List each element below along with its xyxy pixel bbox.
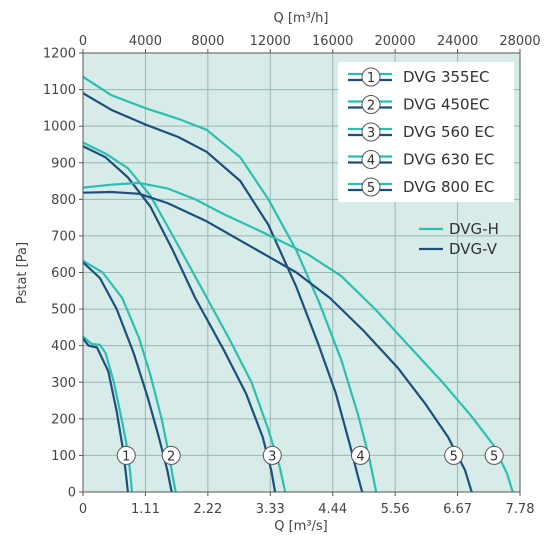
series-line	[82, 261, 173, 493]
axes	[79, 49, 521, 496]
legend-number-circle	[361, 177, 381, 197]
series-line	[82, 181, 514, 493]
series-line	[82, 92, 364, 493]
curve-marker-circle	[350, 445, 370, 465]
series-line	[82, 141, 287, 493]
legend-type-label: DVG-H	[449, 220, 499, 238]
curve-marker-label: 5	[450, 449, 458, 464]
series-line	[82, 337, 129, 493]
curve-marker-label: 2	[167, 449, 175, 464]
x2-tick-label: 24000	[437, 34, 478, 49]
curve-marker-circle	[444, 445, 464, 465]
y-tick-label: 1100	[43, 83, 76, 98]
legend-number: 4	[367, 154, 375, 169]
curve-marker-label: 5	[490, 449, 498, 464]
tick-labels: 0 1.11 2.22 3.33 4.44 5.56 6.67 7.780 4000 8000 12…	[43, 34, 541, 517]
curve-marker-label: 1	[122, 449, 130, 464]
y-tick-label: 1000	[43, 120, 76, 135]
series-line	[82, 259, 177, 493]
x-tick-label: 0	[79, 502, 87, 517]
x2-tick-label: 16000	[312, 34, 353, 49]
curve-marker-circle	[161, 445, 181, 465]
curve-marker-circle	[262, 445, 282, 465]
x2-axis-label: Q [m³/h]	[273, 11, 328, 26]
y-tick-label: 0	[68, 486, 76, 501]
curves	[82, 75, 514, 493]
curve-markers: 1 2 3 4 5 5	[116, 445, 504, 465]
legend-type-label: DVG-V	[449, 240, 498, 258]
series-line	[82, 335, 133, 493]
y-tick-label: 500	[51, 303, 76, 318]
legend-label: DVG 800 EC	[403, 178, 494, 196]
x-tick-label: 7.78	[506, 502, 535, 517]
x-tick-label: 4.44	[318, 502, 347, 517]
x2-tick-label: 0	[79, 34, 87, 49]
y-tick-label: 800	[51, 193, 76, 208]
series-line	[82, 190, 473, 493]
x-tick-label: 2.22	[193, 502, 222, 517]
y-tick-label: 400	[51, 339, 76, 354]
legend-number-circle	[361, 122, 381, 142]
legend-label: DVG 355EC	[403, 68, 490, 86]
legend-label: DVG 450EC	[403, 96, 490, 114]
x-tick-label: 3.33	[256, 502, 285, 517]
y-tick-label: 1200	[43, 47, 76, 62]
legend-number-circle	[361, 150, 381, 169]
curve-marker-label: 4	[356, 449, 364, 464]
legend: 1 DVG 355EC 2 DVG 450EC 3 DVG 560 EC 4 DVG 630 …	[338, 62, 514, 258]
y-axis-label: Pstat [Pa]	[15, 242, 30, 304]
curve-marker-circle	[116, 445, 136, 465]
y-tick-label: 700	[51, 229, 76, 244]
x-tick-label: 5.56	[381, 502, 410, 517]
y-tick-label: 100	[51, 449, 76, 464]
legend-number-circle	[361, 67, 381, 87]
curve-marker-label: 3	[268, 449, 276, 464]
y-tick-label: 900	[51, 156, 76, 171]
legend-number: 1	[367, 71, 375, 86]
x-axis-label: Q [m³/s]	[274, 519, 328, 534]
x-tick-label: 6.67	[443, 502, 472, 517]
legend-number: 5	[367, 181, 375, 196]
y-tick-label: 600	[51, 266, 76, 281]
y-tick-label: 200	[51, 412, 76, 427]
x2-tick-label: 12000	[250, 34, 291, 49]
legend-label: DVG 630 EC	[403, 151, 494, 169]
series-line	[82, 75, 378, 493]
x2-tick-label: 28000	[499, 34, 540, 49]
x2-tick-label: 4000	[129, 34, 162, 49]
curve-marker-circle	[484, 445, 504, 465]
legend-number: 2	[367, 99, 375, 114]
y-tick-label: 300	[51, 376, 76, 391]
series-line	[82, 145, 277, 493]
legend-label: DVG 560 EC	[403, 123, 494, 141]
x2-tick-label: 8000	[191, 34, 224, 49]
legend-number: 3	[367, 126, 375, 141]
x2-tick-label: 20000	[374, 34, 415, 49]
x-tick-label: 1.11	[131, 502, 160, 517]
legend-number-circle	[361, 95, 381, 114]
